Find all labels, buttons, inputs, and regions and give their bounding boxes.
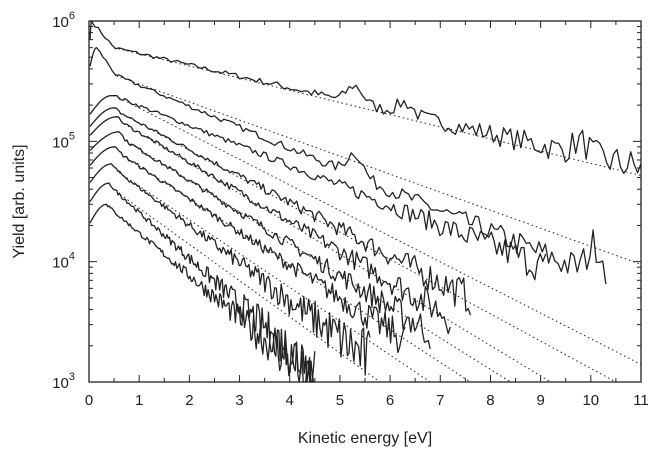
series-line [89,116,451,335]
fit-line [123,123,551,383]
series-line [89,107,472,316]
y-tick-label: 106 [52,10,75,31]
y-tick-base: 10 [52,14,69,31]
fit-line [113,47,642,176]
series-line [89,203,316,383]
series-line [89,47,607,285]
y-tick-label: 104 [52,251,75,272]
y-tick-exponent: 3 [69,371,75,383]
x-tick-label: 11 [633,392,649,409]
x-tick-label: 7 [436,392,444,409]
series-lines [89,20,642,383]
x-axis: 0 1 2 3 4 5 6 7 8 9 10 11 [85,21,649,409]
series-line [89,20,642,175]
x-tick-label: 4 [286,392,294,409]
fit-line [118,97,642,365]
y-tick-exponent: 4 [69,251,75,263]
fit-line [116,75,642,265]
x-tick-label: 1 [135,392,143,409]
x-tick-label: 10 [582,392,599,409]
x-tick-label: 3 [235,392,243,409]
fit-lines [113,47,642,383]
series-line [89,163,371,376]
series-line [89,182,315,383]
y-tick-base: 10 [52,134,69,151]
x-tick-label: 0 [85,392,93,409]
y-axis-title: Yield [arb. units] [11,144,28,258]
y-tick-exponent: 6 [69,10,75,22]
x-axis-title: Kinetic energy [eV] [298,430,432,447]
y-tick-base: 10 [52,255,69,272]
x-tick-label: 5 [336,392,344,409]
plot-frame [88,20,642,383]
fit-line [116,191,381,383]
x-tick-label: 9 [536,392,544,409]
y-tick-label: 105 [52,130,75,151]
fit-line [121,113,617,383]
series-line [89,94,547,281]
x-tick-label: 6 [386,392,394,409]
y-tick-exponent: 5 [69,130,75,142]
x-tick-label: 8 [486,392,494,409]
x-tick-label: 2 [185,392,193,409]
series-line [89,131,431,350]
y-tick-label: 103 [52,371,75,392]
series-line [89,146,406,354]
y-tick-base: 10 [52,375,69,392]
